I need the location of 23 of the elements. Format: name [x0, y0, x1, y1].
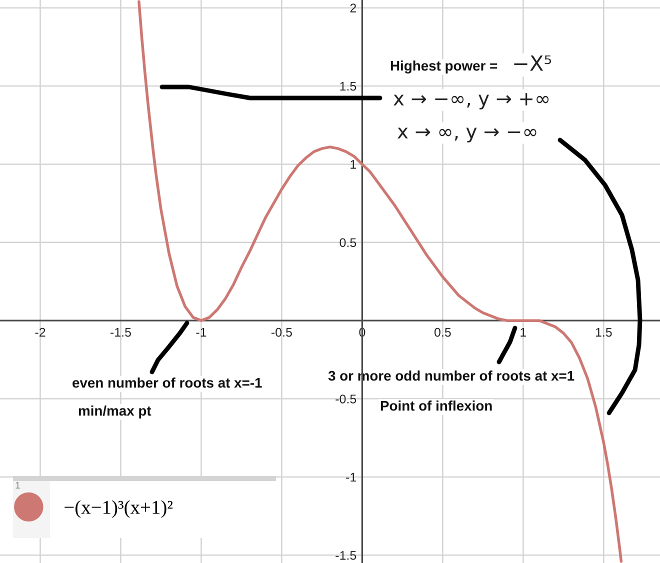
legend-label: −(x−1)³(x+1)² — [64, 500, 173, 518]
x-tick-label: 0.5 — [434, 328, 451, 337]
annotation: Highest power = — [390, 60, 498, 74]
x-tick-label: -1 — [196, 328, 206, 337]
y-tick-label: 2 — [350, 4, 356, 12]
x-tick-label: -1.5 — [110, 328, 131, 337]
annotation: x → −∞, y → +∞ — [394, 93, 549, 110]
y-tick-label: 1.5 — [340, 82, 356, 91]
y-tick-label: -1 — [346, 472, 356, 482]
x-tick-label: -0.5 — [271, 328, 292, 337]
annotation: −X⁵ — [514, 55, 552, 71]
x-tick-label: 1 — [520, 328, 526, 337]
annotation: even number of roots at x=-1 — [72, 378, 262, 388]
x-tick-label: -2 — [35, 328, 46, 337]
annotation: min/max pt — [78, 406, 152, 418]
y-tick-label: -1.5 — [336, 551, 356, 560]
annotation: 1 — [16, 482, 20, 489]
y-tick-label: -0.5 — [336, 394, 356, 404]
x-tick-label: 1.5 — [596, 328, 612, 337]
y-tick-label: 1 — [350, 160, 356, 169]
annotation: x → ∞, y → −∞ — [398, 128, 536, 142]
y-tick-label: 0.5 — [340, 238, 356, 248]
annotation: Point of inflexion — [380, 400, 492, 411]
